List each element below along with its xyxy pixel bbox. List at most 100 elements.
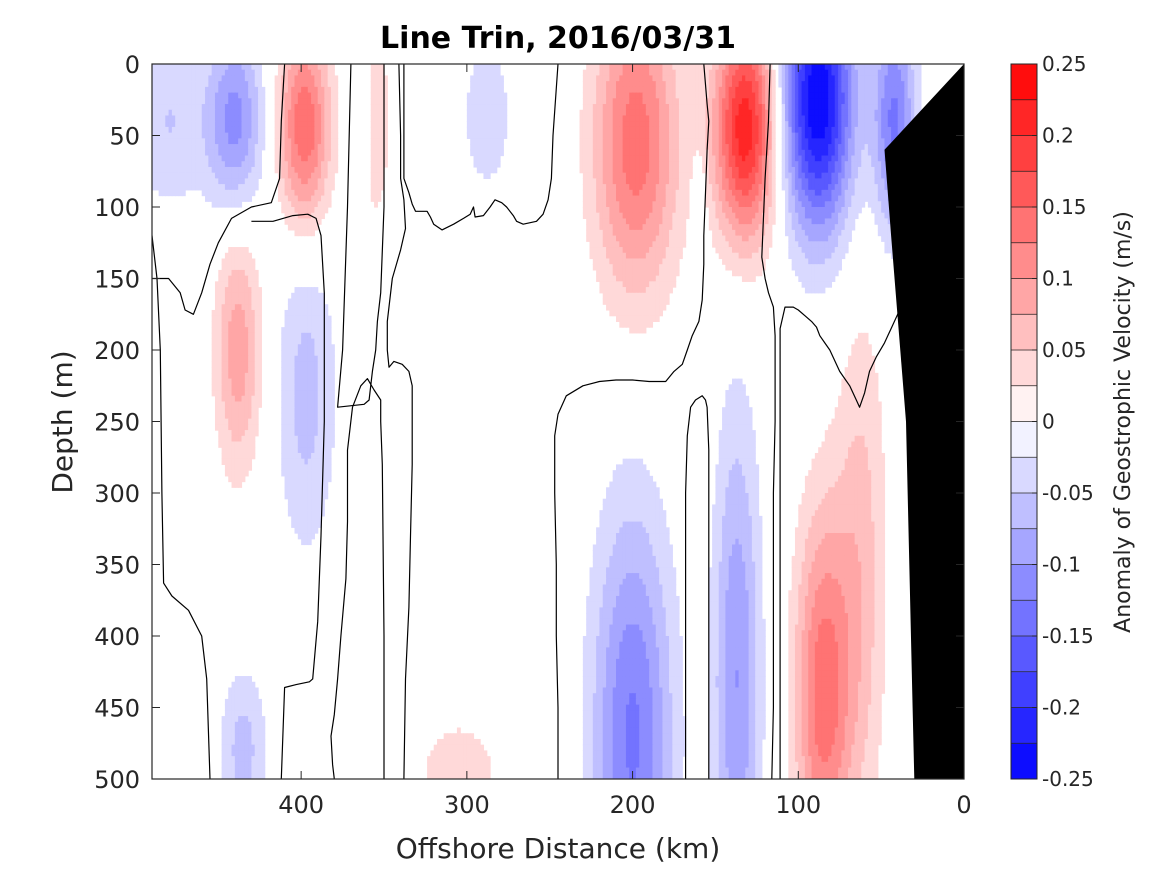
field-cell [864,109,869,117]
field-cell [370,69,375,77]
field-cell [761,92,766,99]
field-cell [314,218,319,225]
field-cell [616,264,620,271]
field-cell [224,104,229,111]
field-cell [374,109,378,117]
field-cell [480,144,485,151]
field-cell [669,121,673,128]
field-cell [682,178,687,185]
field-cell [231,86,236,94]
field-cell [480,121,485,128]
field-cell [301,132,306,139]
field-cell [493,69,498,77]
field-cell [649,258,654,265]
field-cell [317,109,322,117]
field-cell [377,86,382,94]
field-cell [738,161,743,168]
field-cell [221,132,226,139]
field-cell [914,64,919,71]
field-cell [606,189,610,197]
field-cell [695,92,700,99]
field-cell [672,172,677,179]
field-cell [768,92,773,99]
field-cell [794,201,799,208]
field-cell [751,229,756,237]
field-cell [244,104,249,111]
field-cell [652,264,657,271]
field-cell [851,86,856,94]
field-cell [808,69,813,77]
field-cell [877,92,882,99]
field-cell [741,75,746,82]
field-cell [722,166,726,174]
field-cell [294,144,299,151]
field-cell [824,132,829,139]
field-cell [639,201,644,208]
field-cell [161,178,166,185]
field-cell [708,126,713,134]
field-cell [788,172,793,179]
field-cell [708,195,713,202]
field-cell [470,109,475,117]
field-cell [616,189,620,197]
field-cell [158,155,163,162]
field-cell [297,149,302,157]
field-cell [672,275,677,282]
field-cell [602,201,607,208]
field-cell [231,149,236,157]
field-cell [294,92,299,99]
field-cell [211,195,216,202]
field-cell [907,81,912,88]
field-cell [483,149,488,157]
field-cell [788,218,793,225]
field-cell [334,155,339,162]
field-cell [735,81,740,88]
field-cell [884,229,889,237]
field-cell [712,195,717,202]
field-cell [592,64,597,71]
field-cell [599,275,604,282]
field-cell [284,189,289,197]
field-cell [582,104,587,111]
field-cell [589,201,594,208]
field-cell [231,138,236,145]
field-cell [238,166,243,174]
field-cell [251,92,256,99]
field-cell [682,149,687,157]
field-cell [771,207,776,214]
field-cell [314,201,319,208]
field-cell [732,201,736,208]
field-cell [370,149,375,157]
field-cell [804,172,809,179]
field-cell [871,207,876,214]
field-cell [828,178,833,185]
field-cell [317,218,322,225]
field-cell [158,126,163,134]
field-cell [261,138,266,145]
field-cell [191,98,196,105]
field-cell [818,207,823,214]
field-cell [808,229,813,237]
field-cell [224,166,229,174]
field-cell [804,264,809,271]
field-cell [321,138,325,145]
field-cell [645,218,650,225]
field-cell [612,64,617,71]
field-cell [324,75,329,82]
field-cell [490,121,494,128]
field-cell [205,64,209,71]
field-cell [768,75,773,82]
field-cell [314,121,319,128]
field-cell [732,252,736,260]
field-cell [907,64,912,71]
field-cell [801,252,806,260]
field-cell [175,75,180,82]
field-cell [718,201,723,208]
field-cell [708,138,713,145]
field-cell [294,115,299,122]
field-cell [761,109,766,117]
field-cell [586,235,591,242]
field-cell [738,247,743,254]
field-cell [609,241,614,248]
field-cell [201,178,206,185]
